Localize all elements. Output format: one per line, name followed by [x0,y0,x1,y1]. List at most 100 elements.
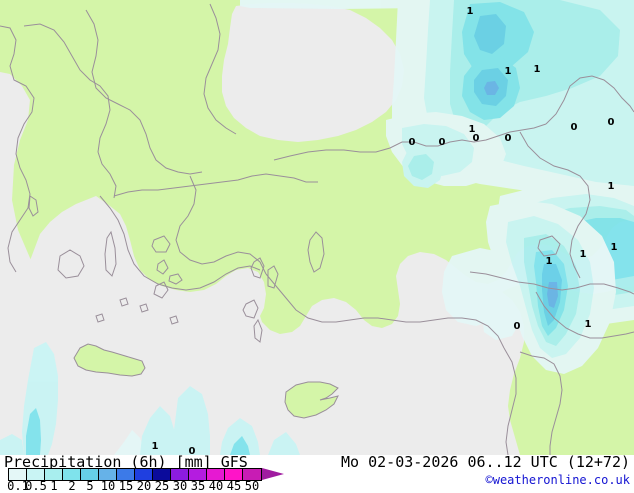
island-small-b [139,303,149,313]
coast-turkey-south [265,273,505,349]
colorbar-swatch-50 [243,469,261,480]
island-small-a [119,297,129,307]
lake-beysehir [250,257,265,279]
colorbar-swatch-2 [63,469,81,480]
precip-plume-right-core [230,436,250,455]
value-label: 1 [533,64,541,75]
colorbar-tick-0.5: 0.5 [25,479,47,493]
colorbar-swatch-25 [153,469,171,480]
island-small-d [169,315,179,325]
lake-van [537,235,561,257]
island-samos [168,273,183,285]
island-cyprus [284,381,339,419]
value-label: 1 [504,66,512,77]
border-bulgaria-greece [113,173,318,197]
colorbar-tick-2: 2 [68,479,76,493]
precip-blob-blacksea-west-core [408,154,434,180]
map-footer: Precipitation (6h) [mm] GFS Mo 02-03-202… [0,453,634,493]
value-label: 0 [188,446,196,456]
border-serbia-bulgaria [85,9,203,175]
border-adriatic-coast [0,25,35,273]
precip-plume-right [220,418,260,455]
lake-tuz [307,231,325,273]
colorbar-tick-5: 5 [86,479,94,493]
border-turkey-east [519,131,591,279]
colorbar-tick-45: 45 [226,479,242,493]
precip-plume-mid1 [114,430,146,455]
value-label: 1 [579,249,587,260]
colorbar-tick-30: 30 [172,479,188,493]
island-chios [156,259,169,275]
colorbar-swatch-0.1 [9,469,27,480]
island-naxos [153,281,169,299]
value-label: 0 [472,133,480,144]
precip-core-ne-5 [474,14,506,54]
value-label: 0 [570,122,578,133]
coast-turkey-west [175,175,267,275]
border-syria-interior [535,291,634,339]
colorbar-tick-15: 15 [118,479,134,493]
east-mediterranean-sea [236,330,518,455]
colorbar-tick-20: 20 [136,479,152,493]
colorbar-swatch-5 [81,469,99,480]
precip-corner-bottomleft [0,434,24,455]
island-karpathos [253,318,263,343]
island-evia [104,230,117,277]
value-label: 1 [607,181,615,192]
precip-plume-mid2 [140,406,180,455]
colorbar-tick-25: 25 [154,479,170,493]
colorbar-overflow-arrow [262,468,284,480]
colorbar-swatch-0.5 [27,469,45,480]
border-romania [203,3,237,135]
island-rhodes [242,299,259,319]
coast-greece-aegean [99,195,261,291]
coast-turkey-north [273,123,547,161]
precip-plume-left-core [26,408,41,455]
value-label: 1 [545,256,553,267]
black-sea [222,3,404,142]
value-label: 1 [468,124,476,135]
precipitation-layer [0,0,634,455]
island-peloponnese-detail [57,249,85,279]
colorbar-swatch-30 [171,469,189,480]
colorbar-swatch-20 [135,469,153,480]
value-label: 0 [607,117,615,128]
colorbar-tick-10: 10 [100,479,116,493]
colorbar-tick-35: 35 [190,479,206,493]
lake-egirdir [267,265,279,289]
border-lebanon-israel [519,351,563,455]
precip-plume-mid3 [174,386,210,455]
border-croatia-bosnia [23,23,117,199]
island-corfu [28,195,39,217]
value-label: 1 [151,441,159,452]
value-label: 0 [513,321,521,332]
island-lesbos [151,235,171,253]
landmass-egypt-sinai [528,436,634,455]
value-label: 1 [610,242,618,253]
colorbar-swatch-15 [117,469,135,480]
border-turkey-syria [469,271,634,295]
value-label: 1 [584,319,592,330]
map-canvas [0,0,634,455]
colorbar-tick-50: 50 [244,479,260,493]
precipitation-forecast-map[interactable]: 1 1 1 1 0 0 0 0 0 0 1 1 1 1 0 1 1 0 [0,0,634,455]
precip-plume-far-right [268,432,300,455]
value-label: 0 [504,133,512,144]
model-run-timestamp: Mo 02-03-2026 06..12 UTC (12+72) [341,453,630,471]
value-label: 0 [408,137,416,148]
island-crete [73,343,146,377]
colorbar-swatch-35 [189,469,207,480]
border-turkey-caucasus [545,75,634,125]
value-label: 0 [438,137,446,148]
precipitation-colorbar[interactable] [8,468,262,481]
copyright-link[interactable]: ©weatheronline.co.uk [485,473,631,487]
island-small-c [95,313,105,323]
colorbar-swatch-1 [45,469,63,480]
chart-title: Precipitation (6h) [mm] GFS [4,453,248,471]
colorbar-swatch-45 [225,469,243,480]
border-layer [0,3,634,455]
aegean-sea [0,196,266,455]
value-label: 1 [466,6,474,17]
colorbar-tick-1: 1 [50,479,58,493]
